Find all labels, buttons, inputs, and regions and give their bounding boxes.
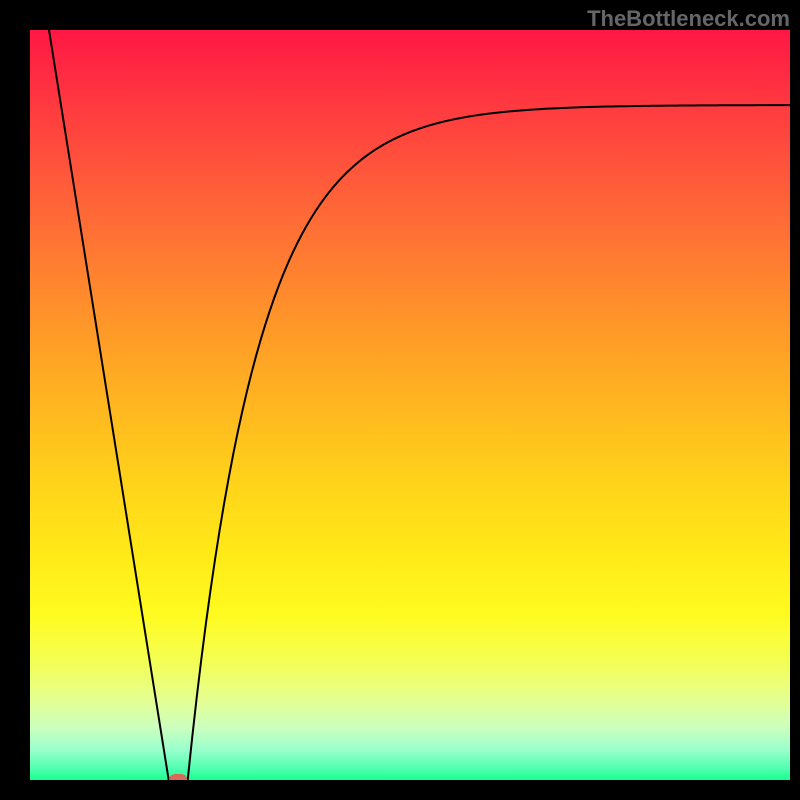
figure-outer: TheBottleneck.com [0,0,800,800]
plot-background [30,30,790,780]
watermark-text: TheBottleneck.com [587,6,790,32]
bottleneck-chart [30,30,790,780]
